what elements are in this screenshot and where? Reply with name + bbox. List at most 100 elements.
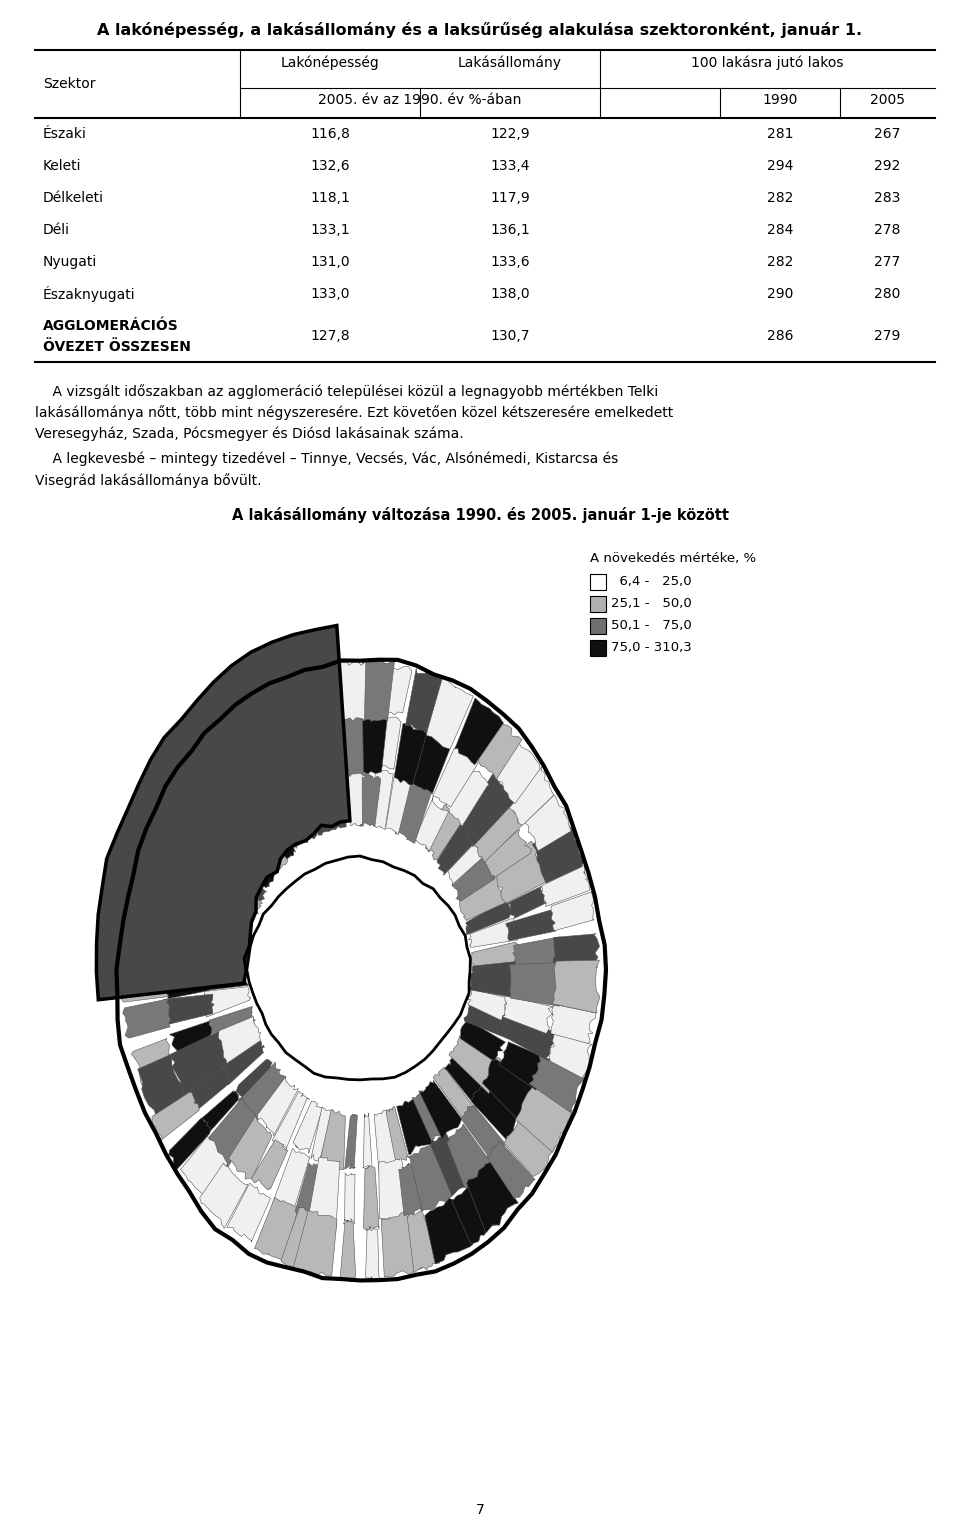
Polygon shape <box>433 745 478 807</box>
Polygon shape <box>123 1000 171 1038</box>
Polygon shape <box>532 821 584 884</box>
Polygon shape <box>340 661 366 722</box>
Polygon shape <box>238 1062 286 1125</box>
Polygon shape <box>204 987 251 1018</box>
Polygon shape <box>169 1119 211 1170</box>
Text: A növekedés mértéke, %: A növekedés mértéke, % <box>590 552 756 565</box>
Bar <box>590 597 606 612</box>
Polygon shape <box>235 841 276 888</box>
Text: 7: 7 <box>475 1503 485 1517</box>
Polygon shape <box>293 1102 323 1154</box>
Polygon shape <box>425 804 463 859</box>
Polygon shape <box>344 1173 355 1222</box>
Polygon shape <box>251 824 288 871</box>
Polygon shape <box>203 948 250 975</box>
Polygon shape <box>405 668 443 734</box>
Polygon shape <box>200 1163 248 1228</box>
Text: 130,7: 130,7 <box>491 330 530 343</box>
Polygon shape <box>175 842 229 897</box>
Polygon shape <box>258 809 296 864</box>
Polygon shape <box>549 1033 592 1077</box>
Polygon shape <box>471 1077 520 1140</box>
Text: 277: 277 <box>875 255 900 269</box>
Polygon shape <box>508 887 548 919</box>
Polygon shape <box>551 891 594 931</box>
Polygon shape <box>516 1083 572 1152</box>
Polygon shape <box>226 702 267 760</box>
Text: Északi: Északi <box>43 127 86 140</box>
Text: 283: 283 <box>875 191 900 204</box>
Text: 2005. év az 1990. év %-ában: 2005. év az 1990. év %-ában <box>319 93 521 107</box>
Polygon shape <box>551 1004 595 1044</box>
Polygon shape <box>448 844 482 885</box>
Polygon shape <box>132 1039 174 1087</box>
Polygon shape <box>151 801 197 850</box>
Polygon shape <box>343 765 362 826</box>
Polygon shape <box>452 858 494 902</box>
Polygon shape <box>503 995 554 1033</box>
Polygon shape <box>504 1114 557 1177</box>
Polygon shape <box>381 1210 426 1277</box>
Polygon shape <box>164 766 211 827</box>
Text: 282: 282 <box>767 191 793 204</box>
Polygon shape <box>183 1067 232 1114</box>
Polygon shape <box>446 1125 491 1187</box>
Polygon shape <box>241 685 282 748</box>
Polygon shape <box>221 876 263 914</box>
Text: A lakónépesség, a lakásállomány és a laksűrűség alakulása szektoronként, január : A lakónépesség, a lakásállomány és a lak… <box>97 21 863 38</box>
Text: 6,4 -   25,0: 6,4 - 25,0 <box>611 575 691 589</box>
Polygon shape <box>553 934 600 967</box>
Polygon shape <box>225 862 267 902</box>
Polygon shape <box>407 1212 440 1273</box>
Text: Déli: Déli <box>43 223 70 237</box>
Polygon shape <box>541 865 589 906</box>
Polygon shape <box>197 713 249 787</box>
Polygon shape <box>169 876 219 922</box>
Polygon shape <box>360 707 388 774</box>
Polygon shape <box>396 1097 434 1155</box>
Text: Északnyugati: Északnyugati <box>43 285 135 302</box>
Polygon shape <box>398 1163 423 1216</box>
Polygon shape <box>211 920 252 946</box>
Text: 278: 278 <box>875 223 900 237</box>
Polygon shape <box>468 919 518 948</box>
Polygon shape <box>165 908 218 942</box>
Polygon shape <box>395 723 427 784</box>
Polygon shape <box>140 821 190 871</box>
Polygon shape <box>246 743 288 810</box>
Polygon shape <box>340 1221 356 1282</box>
Polygon shape <box>395 780 432 844</box>
Polygon shape <box>221 1041 264 1085</box>
Bar <box>590 618 606 633</box>
Polygon shape <box>466 900 511 935</box>
Polygon shape <box>273 1091 309 1151</box>
Text: A lakásállomány változása 1990. és 2005. január 1-je között: A lakásállomány változása 1990. és 2005.… <box>231 507 729 523</box>
Polygon shape <box>274 798 305 848</box>
Polygon shape <box>96 626 350 1000</box>
Polygon shape <box>295 1163 323 1218</box>
Polygon shape <box>343 717 364 777</box>
Polygon shape <box>525 795 571 852</box>
Polygon shape <box>366 1228 381 1282</box>
Polygon shape <box>434 1067 475 1120</box>
Polygon shape <box>169 1021 217 1064</box>
Text: 118,1: 118,1 <box>310 191 350 204</box>
Polygon shape <box>162 964 210 998</box>
Polygon shape <box>345 1114 357 1169</box>
Text: Lakónépesség: Lakónépesség <box>280 55 379 70</box>
Polygon shape <box>362 659 395 722</box>
Text: 50,1 -   75,0: 50,1 - 75,0 <box>611 620 692 632</box>
Polygon shape <box>504 1016 555 1059</box>
Polygon shape <box>227 1183 271 1242</box>
Polygon shape <box>409 723 454 795</box>
Polygon shape <box>193 798 248 861</box>
Text: 116,8: 116,8 <box>310 127 350 140</box>
Polygon shape <box>294 1210 337 1276</box>
Polygon shape <box>208 1097 257 1167</box>
Text: 294: 294 <box>767 159 793 172</box>
Polygon shape <box>510 963 563 1006</box>
Text: 290: 290 <box>767 287 793 301</box>
Text: 131,0: 131,0 <box>310 255 349 269</box>
Text: 133,4: 133,4 <box>491 159 530 172</box>
Polygon shape <box>223 755 276 827</box>
